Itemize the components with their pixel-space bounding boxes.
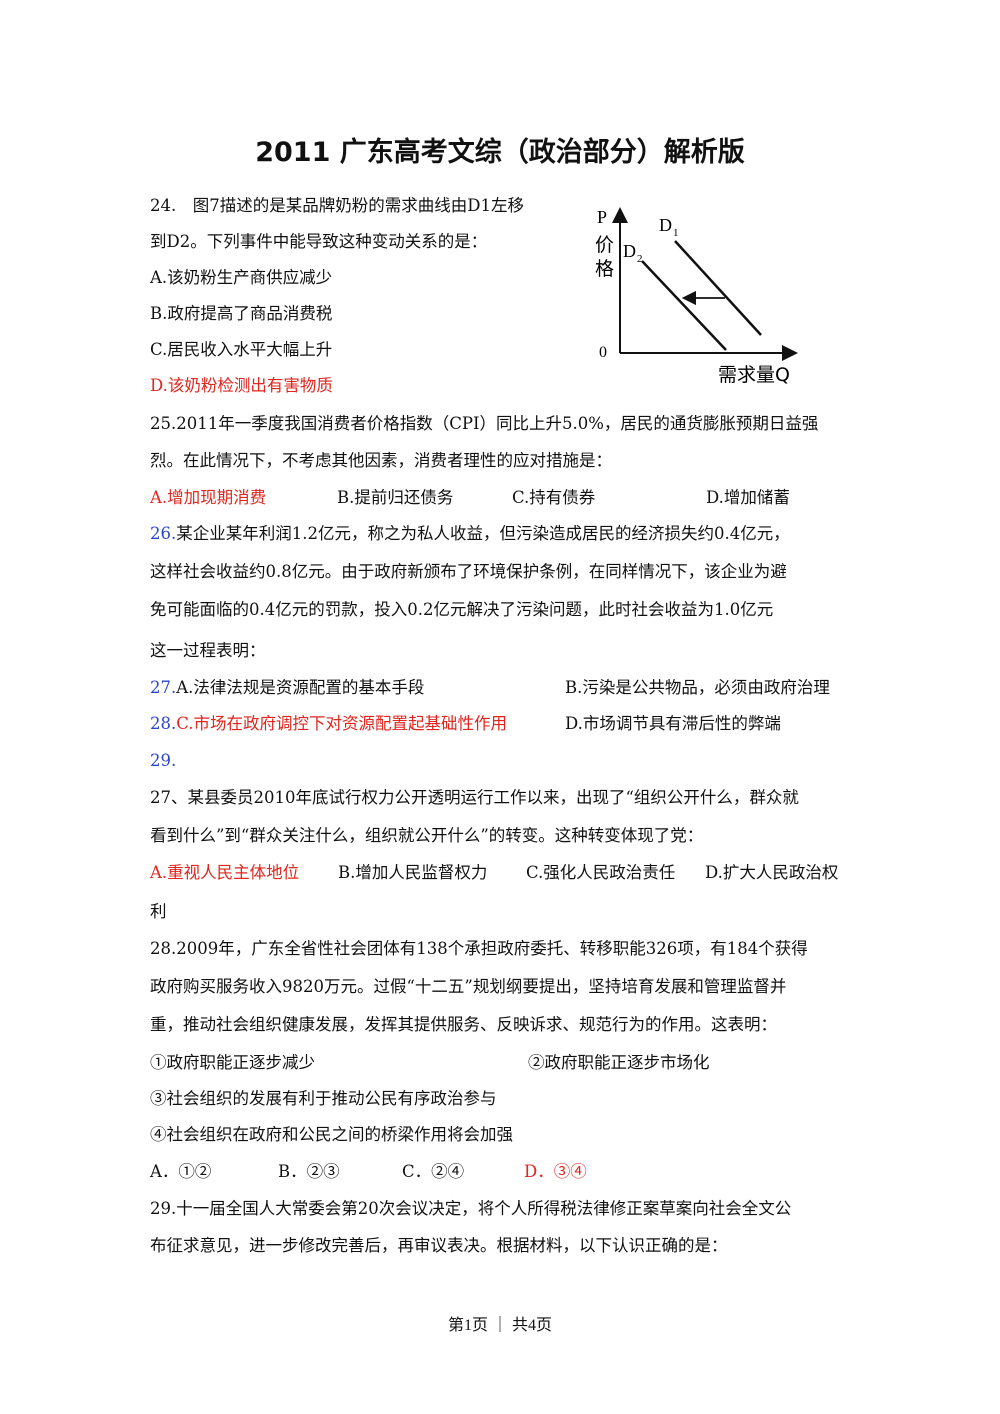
- q26-option-c-answer: C.市场在政府调控下对资源配置起基础性作用: [176, 714, 508, 733]
- d2-subscript: 2: [637, 253, 643, 265]
- q25-line-2: 烈。在此情况下，不考虑其他因素，消费者理性的应对措施是：: [150, 451, 612, 470]
- q28-line-3: 重，推动社会组织健康发展，发挥其提供服务、反映诉求、规范行为的作用。这表明：: [150, 1015, 777, 1034]
- q24-option-b: B.政府提高了商品消费税: [150, 304, 333, 323]
- q26-line-4: 这一过程表明：: [150, 641, 266, 660]
- q28-item-1: ①政府职能正逐步减少: [150, 1053, 315, 1072]
- demand-curve-figure: P 价 格 0 D 1 D 2 需求量Q: [585, 195, 825, 395]
- q28-line-1: 28.2009年，广东全省性社会团体有138个承担政府委托、转移职能326项，有…: [150, 939, 808, 958]
- q27-option-b: B.增加人民监督权力: [338, 863, 488, 882]
- q27-option-a-answer: A.重视人民主体地位: [150, 863, 300, 882]
- d1-label: D: [659, 215, 672, 235]
- q25-option-a-answer: A.增加现期消费: [150, 488, 267, 507]
- q29-line-1: 29.十一届全国人大常委会第20次会议决定，将个人所得税法律修正案草案向社会全文…: [150, 1199, 792, 1218]
- q24-line-1: 24. 图7描述的是某品牌奶粉的需求曲线由D1左移: [150, 196, 524, 215]
- q28-option-d-answer: D．③④: [524, 1162, 587, 1181]
- q26-option-d: D.市场调节具有滞后性的弊端: [565, 714, 781, 733]
- q27-line-2: 看到什么”到“群众关注什么，组织就公开什么”的转变。这种转变体现了党：: [150, 826, 704, 845]
- q26-marker-29: 29.: [150, 751, 177, 770]
- q28-option-b: B．②③: [278, 1162, 340, 1181]
- q24-option-c: C.居民收入水平大幅上升: [150, 340, 333, 359]
- q26-option-b: B.污染是公共物品，必须由政府治理: [565, 678, 830, 697]
- q26-number: 26.: [150, 524, 177, 543]
- curve-d2: [641, 260, 727, 351]
- quantity-label: 需求量Q: [718, 364, 790, 386]
- price-label-1: 价: [595, 234, 614, 256]
- q25-line-1: 25.2011年一季度我国消费者价格指数（CPI）同比上升5.0%，居民的通货膨…: [150, 414, 819, 433]
- q26-option-a: A.法律法规是资源配置的基本手段: [176, 678, 425, 697]
- page-title: 2011 广东高考文综（政治部分）解析版: [255, 137, 745, 168]
- q24-option-a: A.该奶粉生产商供应减少: [150, 268, 333, 287]
- d2-label: D: [623, 241, 636, 261]
- q27-option-d-continued: 利: [150, 902, 167, 921]
- q28-option-a: A．①②: [150, 1162, 212, 1181]
- q28-line-2: 政府购买服务收入9820万元。过假“十二五”规划纲要提出，坚持培育发展和管理监督…: [150, 977, 787, 996]
- demand-curve-svg: P 价 格 0 D 1 D 2 需求量Q: [595, 207, 798, 386]
- q28-item-4: ④社会组织在政府和公民之间的桥梁作用将会加强: [150, 1125, 513, 1144]
- q24-line-2: 到D2。下列事件中能导致这种变动关系的是：: [150, 232, 488, 251]
- q26-marker-27: 27.: [150, 678, 177, 697]
- q27-option-c: C.强化人民政治责任: [526, 863, 676, 882]
- page-footer: 第1页 ｜ 共4页: [447, 1317, 552, 1334]
- curve-d1: [674, 240, 762, 336]
- q26-marker-28: 28.: [150, 714, 177, 733]
- q28-item-3: ③社会组织的发展有利于推动公民有序政治参与: [150, 1089, 497, 1108]
- q28-option-c: C．②④: [402, 1162, 465, 1181]
- q26-option-c-row: 28.C.市场在政府调控下对资源配置起基础性作用: [150, 714, 507, 734]
- q26-line-3: 免可能面临的0.4亿元的罚款，投入0.2亿元解决了污染问题，此时社会收益为1.0…: [150, 600, 774, 619]
- q26-line-2: 这样社会收益约0.8亿元。由于政府新颁布了环境保护条例，在同样情况下，该企业为避: [150, 562, 787, 581]
- q27-option-d: D.扩大人民政治权: [705, 863, 839, 882]
- q28-item-2: ②政府职能正逐步市场化: [528, 1053, 710, 1072]
- q25-option-c: C.持有债券: [512, 488, 596, 507]
- q24-option-d-answer: D.该奶粉检测出有害物质: [150, 376, 333, 395]
- price-symbol: P: [597, 207, 607, 227]
- d1-subscript: 1: [673, 227, 679, 239]
- q26-line-1: 26.某企业某年利润1.2亿元，称之为私人收益，但污染造成居民的经济损失约0.4…: [150, 524, 790, 544]
- q26-text-1: 某企业某年利润1.2亿元，称之为私人收益，但污染造成居民的经济损失约0.4亿元，: [176, 524, 790, 543]
- q27-line-1: 27、某县委员2010年底试行权力公开透明运行工作以来，出现了“组织公开什么，群…: [150, 788, 799, 807]
- q25-option-d: D.增加储蓄: [706, 488, 790, 507]
- origin-label: 0: [599, 344, 607, 361]
- price-label-2: 格: [595, 258, 614, 280]
- q25-option-b: B.提前归还债务: [337, 488, 454, 507]
- q29-line-2: 布征求意见，进一步修改完善后，再审议表决。根据材料，以下认识正确的是：: [150, 1236, 728, 1255]
- q26-option-a-row: 27.A.法律法规是资源配置的基本手段: [150, 678, 424, 698]
